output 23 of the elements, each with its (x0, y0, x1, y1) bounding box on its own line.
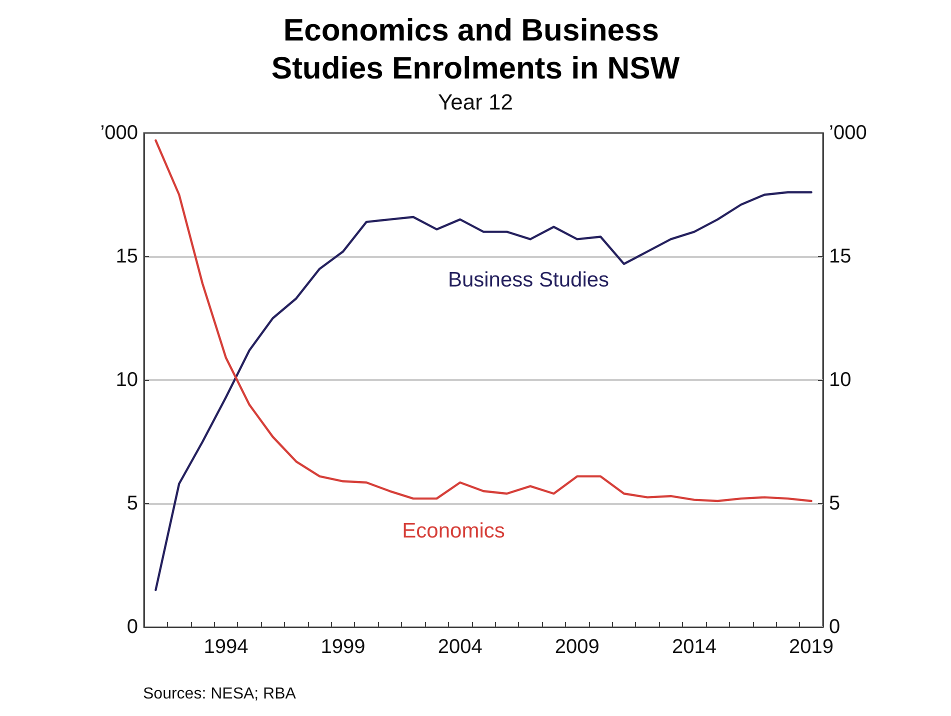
chart-subtitle: Year 12 (438, 90, 514, 114)
y2-axis-title: ’000 (829, 122, 867, 144)
y-tick-label: 5 (126, 492, 138, 514)
x-tick-label: 1994 (204, 636, 248, 658)
source-note: Sources: NESA; RBA (143, 686, 296, 702)
y-axis-title: ’000 (100, 122, 138, 144)
series-label: Economics (402, 520, 505, 543)
chart-title: Economics and Business Studies Enrolments in NSW (271, 12, 680, 86)
x-tick-label: 2009 (554, 636, 600, 658)
y2-tick-label: 15 (829, 246, 852, 268)
series-label: Business Studies (448, 268, 610, 292)
y2-tick-label: 0 (829, 616, 840, 638)
x-tick-label: 1999 (320, 636, 366, 658)
line-series (154, 191, 812, 592)
y-tick-label: 10 (116, 369, 138, 391)
y2-tick-label: 5 (829, 492, 840, 514)
x-tick-label: 2019 (789, 636, 834, 658)
x-tick-label: 2014 (672, 636, 716, 658)
line-series (154, 139, 812, 502)
y-tick-label: 0 (126, 616, 138, 638)
y-tick-label: 15 (116, 246, 138, 268)
y2-tick-label: 10 (829, 369, 852, 391)
x-tick-label: 2004 (438, 636, 482, 658)
